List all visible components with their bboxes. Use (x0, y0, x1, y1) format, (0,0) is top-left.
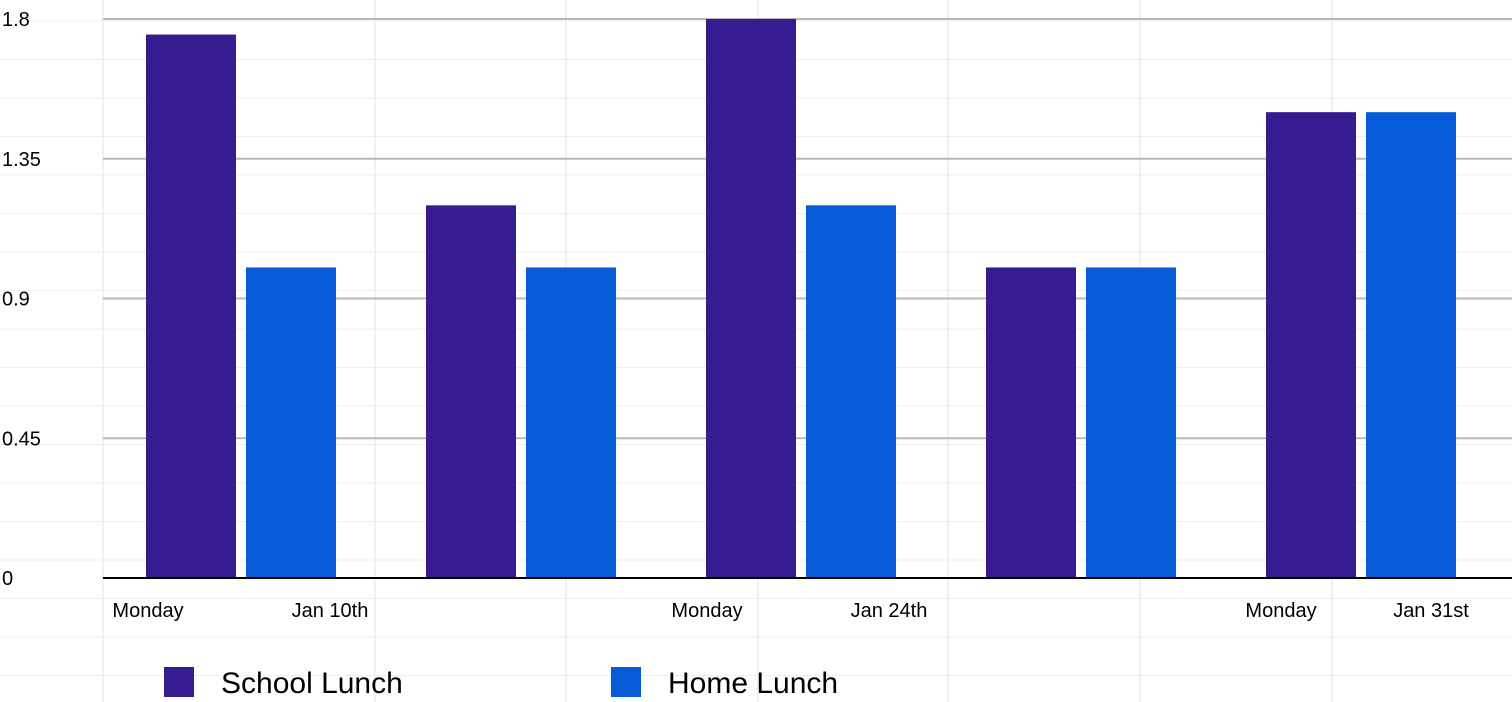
legend-swatch (611, 667, 641, 697)
y-tick-label: 0 (2, 568, 13, 590)
bar-home-lunch (1086, 267, 1176, 578)
legend-label: School Lunch (221, 667, 403, 700)
x-tick-label: Jan 10th (292, 600, 369, 622)
legend-label: Home Lunch (668, 667, 838, 700)
bars (146, 19, 1456, 579)
bar-school-lunch (146, 34, 236, 579)
bar-home-lunch (246, 267, 336, 578)
legend: School Lunch Home Lunch (164, 667, 838, 700)
x-tick-label: Jan 24th (851, 600, 928, 622)
y-axis-tick-labels: 0 0.45 0.9 1.35 1.8 (2, 9, 41, 590)
y-tick-label: 0.45 (2, 428, 41, 450)
bar-home-lunch (806, 205, 896, 579)
y-tick-label: 0.9 (2, 289, 30, 311)
bar-home-lunch (1366, 112, 1456, 579)
x-axis-tick-labels: Monday Jan 10th Monday Jan 24th Monday Jan 31… (112, 600, 1469, 622)
x-tick-label: Monday (1245, 600, 1316, 622)
y-tick-label: 1.8 (2, 9, 30, 31)
legend-swatch (164, 667, 194, 697)
bar-school-lunch (706, 19, 796, 578)
y-tick-label: 1.35 (2, 149, 41, 171)
bar-school-lunch (426, 205, 516, 579)
bar-home-lunch (526, 267, 616, 578)
x-tick-label: Jan 31st (1393, 600, 1469, 622)
x-tick-label: Monday (671, 600, 742, 622)
bar-school-lunch (1266, 112, 1356, 579)
bar-school-lunch (986, 267, 1076, 578)
x-tick-label: Monday (112, 600, 183, 622)
